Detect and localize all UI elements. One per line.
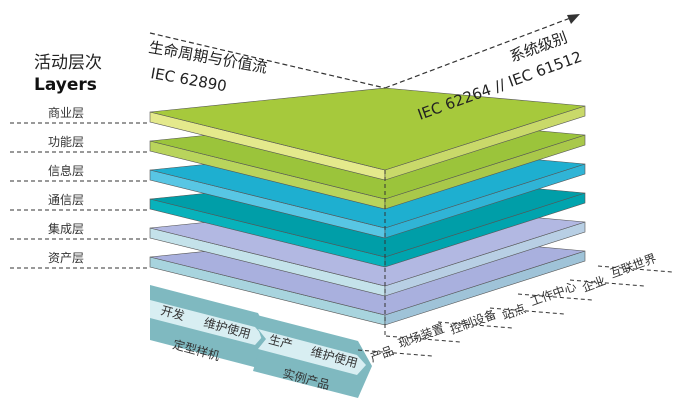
- level-guide-line: [569, 279, 645, 287]
- layer-0: [10, 87, 586, 181]
- arrowhead-icon: [567, 14, 580, 24]
- level-guide-line: [437, 321, 513, 329]
- instance-step-produce: 生产: [267, 332, 294, 352]
- hierarchy-level-label: 互联世界: [608, 251, 658, 281]
- layer-label: 集成层: [48, 221, 84, 236]
- layer-top-face: [149, 87, 586, 171]
- layer-label: 商业层: [48, 105, 84, 120]
- type-band-inner: [150, 300, 263, 345]
- layers-heading-zh: 活动层次: [34, 53, 102, 73]
- layer-label: 功能层: [48, 135, 84, 149]
- layers-heading: 活动层次 Layers: [34, 48, 102, 95]
- type-step-develop: 开发: [159, 302, 186, 323]
- layer-label: 资产层: [48, 251, 84, 265]
- level-guide-line: [489, 307, 565, 315]
- hierarchy-level-label: 站点: [500, 301, 527, 322]
- layer-label: 通信层: [48, 193, 84, 207]
- level-guide-line: [597, 265, 673, 273]
- hierarchy-axis: [384, 16, 574, 89]
- hierarchy-level-label: 企业: [580, 273, 608, 295]
- instance-band-inner: [258, 329, 366, 375]
- hierarchy-level-label: 工作中心: [528, 278, 578, 309]
- layer-label: 信息层: [48, 163, 84, 178]
- hierarchy-level-label: 现场装置: [396, 321, 446, 351]
- hierarchy-level-label: 产品: [368, 343, 395, 364]
- lifecycle-band: [150, 285, 372, 398]
- level-guide-line: [357, 349, 433, 357]
- layers-heading-en: Layers: [34, 75, 97, 95]
- lifecycle-axis-standard: IEC 62890: [149, 64, 228, 95]
- level-guide-line: [517, 293, 593, 301]
- lifecycle-axis: [149, 32, 386, 89]
- level-guide-line: [385, 335, 461, 343]
- hierarchy-level-label: 控制设备: [448, 307, 498, 337]
